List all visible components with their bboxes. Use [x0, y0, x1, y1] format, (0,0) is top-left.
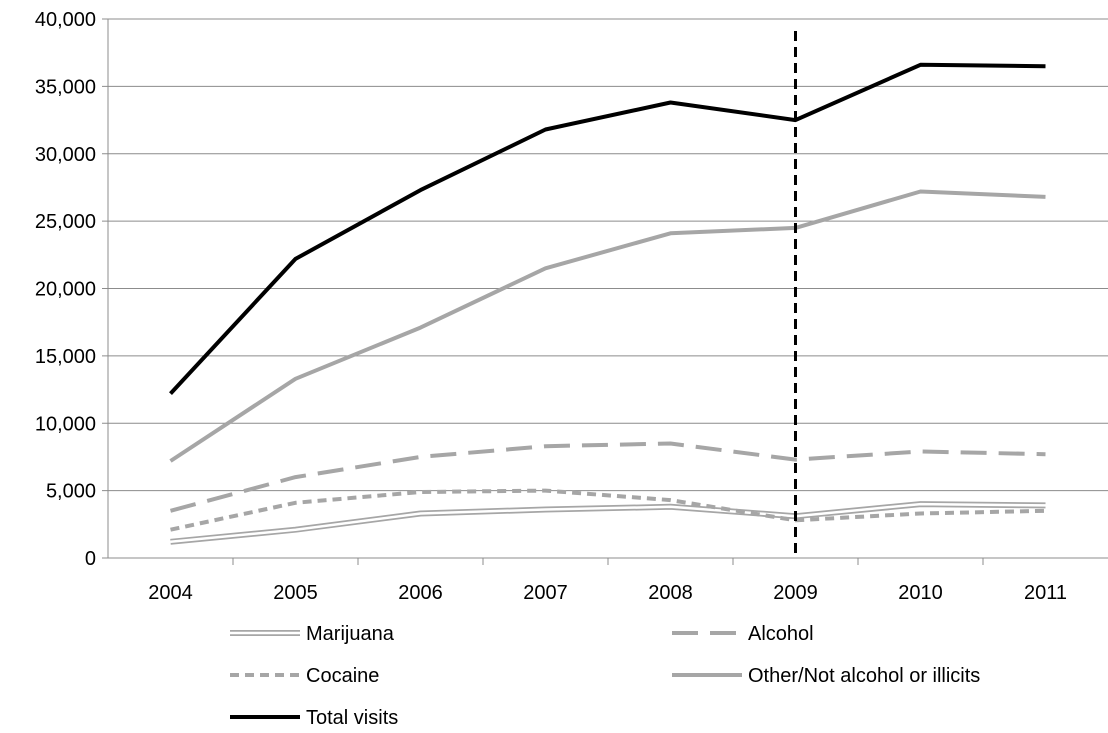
- y-tick-label: 15,000: [35, 346, 96, 368]
- series-line-cocaine: [170, 488, 1046, 532]
- legend-label: Other/Not alcohol or illicits: [748, 665, 980, 687]
- legend: Marijuana Alcohol Cocaine Other/Not alcohol…: [230, 623, 980, 729]
- y-axis-ticks: 0 5,000 10,000 15,000 20,000 25,000 30,000 35,0…: [35, 9, 108, 570]
- y-tick-label: 10,000: [35, 413, 96, 435]
- y-tick-label: 0: [85, 548, 96, 570]
- series-line-marijuana-outline: [170, 501, 1046, 545]
- gridlines: [108, 18, 1108, 492]
- x-tick-label: 2008: [648, 582, 693, 604]
- x-tick-label: 2005: [273, 582, 318, 604]
- series-lines: [169, 62, 1046, 545]
- legend-item-marijuana: Marijuana: [230, 623, 395, 645]
- series-line-alcohol: [169, 441, 1046, 513]
- x-tick-label: 2004: [148, 582, 193, 604]
- series-line-total-visits: [169, 62, 1046, 395]
- x-tick-label: 2006: [398, 582, 443, 604]
- x-tick-label: 2009: [773, 582, 818, 604]
- legend-label: Cocaine: [306, 665, 379, 687]
- legend-item-cocaine: Cocaine: [230, 665, 379, 687]
- y-tick-label: 30,000: [35, 144, 96, 166]
- legend-item-total-visits: Total visits: [230, 707, 398, 729]
- x-tick-label: 2007: [523, 582, 568, 604]
- x-axis-ticks: 2004 2005 2006 2007 2008 2009 2010 2011: [148, 558, 1067, 604]
- series-line-marijuana: [170, 502, 1046, 544]
- x-tick-label: 2010: [898, 582, 943, 604]
- y-tick-label: 5,000: [46, 481, 96, 503]
- legend-label: Total visits: [306, 707, 398, 729]
- legend-label: Marijuana: [306, 623, 395, 645]
- x-tick-label: 2011: [1024, 582, 1067, 604]
- legend-item-alcohol: Alcohol: [672, 623, 814, 645]
- legend-label: Alcohol: [748, 623, 814, 645]
- y-tick-label: 40,000: [35, 9, 96, 31]
- y-tick-label: 35,000: [35, 76, 96, 98]
- y-tick-label: 20,000: [35, 279, 96, 301]
- y-tick-label: 25,000: [35, 211, 96, 233]
- legend-item-other-not-alcohol-or-illicits: Other/Not alcohol or illicits: [672, 665, 980, 687]
- series-line-other-not-alcohol-or-illicits: [169, 189, 1046, 463]
